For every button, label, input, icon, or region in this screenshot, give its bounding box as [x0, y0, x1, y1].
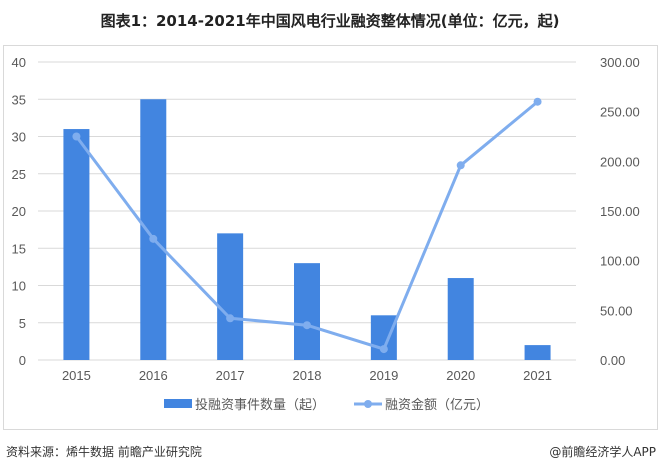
- x-axis-tick: 2015: [62, 368, 91, 383]
- bar-2020: [447, 278, 474, 360]
- x-axis-tick: 2017: [216, 368, 245, 383]
- x-axis-tick: 2021: [523, 368, 552, 383]
- left-axis-tick: 35: [12, 92, 26, 107]
- legend-bar-label: 投融资事件数量（起）: [195, 397, 325, 412]
- left-axis-tick: 40: [12, 55, 26, 70]
- left-axis-tick: 10: [12, 279, 26, 294]
- x-axis-tick: 2019: [369, 368, 398, 383]
- left-axis-tick: 30: [12, 130, 26, 145]
- bar-2016: [140, 99, 167, 360]
- right-axis-tick: 300.00: [600, 55, 640, 70]
- line-point-2021: [533, 97, 542, 106]
- left-axis-tick: 20: [12, 204, 26, 219]
- left-axis-tick: 0: [19, 353, 26, 368]
- bar-2019: [370, 315, 397, 360]
- bar-2017: [217, 233, 244, 360]
- right-axis-tick: 150.00: [600, 204, 640, 219]
- line-point-2016: [149, 234, 158, 243]
- x-axis-tick: 2020: [446, 368, 475, 383]
- bar-2015: [63, 129, 90, 360]
- line-point-2019: [379, 345, 388, 354]
- chart-title: 图表1：2014-2021年中国风电行业融资整体情况(单位：亿元，起): [100, 12, 560, 30]
- left-axis-tick: 5: [19, 316, 26, 331]
- legend-line-label: 融资金额（亿元）: [385, 397, 489, 412]
- line-point-2020: [456, 161, 465, 170]
- chart-frame: 0 5 10 15 20 25 30 35 40 0.00 50.00 100.00 150.00 200…: [3, 45, 658, 430]
- credit-note: @前瞻经济学人APP: [549, 445, 656, 459]
- line-point-2015: [72, 132, 81, 141]
- right-axis-tick: 250.00: [600, 105, 640, 120]
- right-axis-tick: 50.00: [600, 303, 633, 318]
- bar-2021: [524, 345, 551, 360]
- x-axis-tick: 2018: [293, 368, 322, 383]
- right-axis-tick: 200.00: [600, 154, 640, 169]
- combo-chart: 0 5 10 15 20 25 30 35 40 0.00 50.00 100.00 150.00 200…: [12, 55, 640, 412]
- line-point-2017: [226, 314, 235, 323]
- left-axis-tick: 25: [12, 167, 26, 182]
- bar-2018: [294, 263, 320, 360]
- right-axis-tick: 100.00: [600, 254, 640, 269]
- x-axis-tick: 2016: [139, 368, 168, 383]
- right-axis-tick: 0.00: [600, 353, 625, 368]
- line-point-2018: [303, 321, 311, 330]
- left-axis-tick: 15: [12, 241, 26, 256]
- source-note: 资料来源：烯牛数据 前瞻产业研究院: [6, 445, 202, 459]
- legend-line-marker: [364, 400, 372, 408]
- legend-bar-swatch: [164, 399, 192, 408]
